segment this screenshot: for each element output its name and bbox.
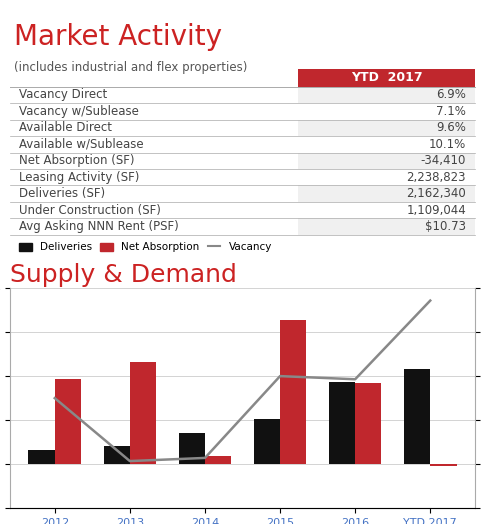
Legend: Deliveries, Net Absorption, Vacancy: Deliveries, Net Absorption, Vacancy (15, 238, 275, 256)
Bar (429, 464, 455, 466)
Text: 2,162,340: 2,162,340 (406, 187, 465, 200)
Text: Supply & Demand: Supply & Demand (10, 264, 236, 288)
Bar (253, 419, 279, 464)
Bar (298, 202, 474, 219)
Bar (104, 446, 130, 464)
Text: Available Direct: Available Direct (19, 122, 112, 134)
Bar (298, 136, 474, 152)
Bar (178, 432, 205, 464)
Text: Avg Asking NNN Rent (PSF): Avg Asking NNN Rent (PSF) (19, 220, 179, 233)
Text: 6.9%: 6.9% (435, 89, 465, 101)
Bar (298, 152, 474, 169)
Text: Vacancy w/Sublease: Vacancy w/Sublease (19, 105, 138, 118)
Text: -34,410: -34,410 (420, 154, 465, 167)
Bar (298, 119, 474, 136)
Bar (205, 456, 231, 464)
Bar (298, 219, 474, 235)
Text: 1,109,044: 1,109,044 (406, 204, 465, 216)
Bar (298, 86, 474, 103)
Bar (298, 103, 474, 119)
Bar (279, 320, 306, 464)
Text: 10.1%: 10.1% (428, 138, 465, 151)
Bar (130, 362, 156, 464)
Bar (328, 382, 354, 464)
Bar (298, 169, 474, 185)
Bar (298, 69, 474, 86)
Text: Deliveries (SF): Deliveries (SF) (19, 187, 105, 200)
Bar (403, 369, 429, 464)
Text: 9.6%: 9.6% (435, 122, 465, 134)
Text: Market Activity: Market Activity (15, 24, 222, 51)
Bar (354, 383, 380, 464)
Text: Net Absorption (SF): Net Absorption (SF) (19, 154, 134, 167)
Text: Under Construction (SF): Under Construction (SF) (19, 204, 161, 216)
Text: 2,238,823: 2,238,823 (406, 171, 465, 184)
Text: YTD  2017: YTD 2017 (350, 71, 422, 84)
Bar (29, 450, 55, 464)
Text: Leasing Activity (SF): Leasing Activity (SF) (19, 171, 139, 184)
Text: (includes industrial and flex properties): (includes industrial and flex properties… (15, 61, 247, 74)
Text: Vacancy Direct: Vacancy Direct (19, 89, 107, 101)
Text: 7.1%: 7.1% (435, 105, 465, 118)
Text: Available w/Sublease: Available w/Sublease (19, 138, 143, 151)
Bar (55, 379, 81, 464)
Text: $10.73: $10.73 (424, 220, 465, 233)
Bar (298, 185, 474, 202)
